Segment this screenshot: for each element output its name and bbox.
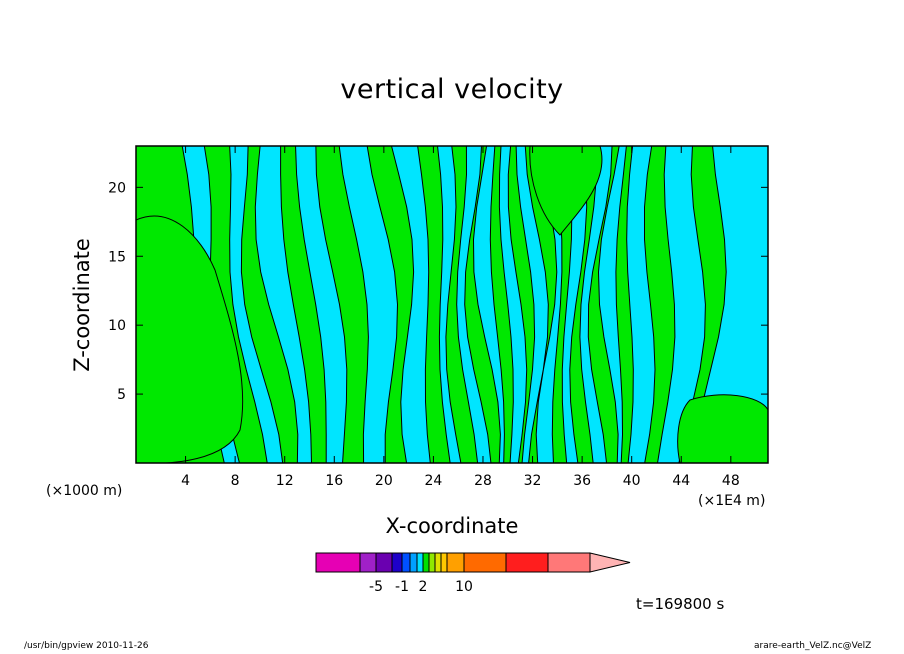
colorbar-segment <box>446 552 465 573</box>
upward-velocity-band <box>587 146 620 463</box>
chart-title: vertical velocity <box>340 74 564 105</box>
x-tick-label: 32 <box>524 473 542 489</box>
y-tick-label: 5 <box>117 387 126 403</box>
colorbar-segment <box>422 552 430 573</box>
x-tick-label: 8 <box>231 473 240 489</box>
time-label: t=169800 s <box>636 595 725 613</box>
colorbar-segment <box>375 552 393 573</box>
upward-velocity-band <box>489 146 514 463</box>
upward-velocity-band <box>524 146 558 463</box>
upward-velocity-patch <box>529 146 603 236</box>
upward-velocity-band <box>417 146 451 463</box>
footer-program-date: /usr/bin/gpview 2010-11-26 <box>24 641 149 651</box>
colorbar-segment <box>401 552 411 573</box>
colorbar-label: 10 <box>455 579 473 595</box>
y-tick-label: 10 <box>108 318 126 334</box>
upward-velocity-band <box>507 146 536 463</box>
x-tick-label: 28 <box>474 473 492 489</box>
colorbar-label: 2 <box>419 579 428 595</box>
colorbar-segment <box>440 552 448 573</box>
x-axis: 4 8 12 16 20 24 28 32 36 40 44 48 <box>181 146 740 489</box>
colorbar-segment <box>409 552 418 573</box>
colorbar-label: -1 <box>395 579 409 595</box>
upward-velocity-band <box>615 146 634 463</box>
x-tick-label: 36 <box>573 473 591 489</box>
x-tick-label: 44 <box>672 473 690 489</box>
x-tick-label: 24 <box>424 473 442 489</box>
colorbar-segment <box>359 552 377 573</box>
x-axis-label: X-coordinate <box>385 514 519 538</box>
x-tick-label: 16 <box>325 473 343 489</box>
upward-velocity-band <box>366 146 415 463</box>
x-tick-label: 4 <box>181 473 190 489</box>
colorbar-segment <box>315 552 361 573</box>
upward-velocity-band <box>569 146 598 463</box>
upward-velocity-band <box>445 146 479 463</box>
colorbar-segment <box>416 552 424 573</box>
x-tick-label: 12 <box>276 473 294 489</box>
colorbar-label: -5 <box>369 579 383 595</box>
upward-velocity-band <box>678 146 727 463</box>
x-tick-label: 40 <box>623 473 641 489</box>
colorbar-segment <box>434 552 442 573</box>
x-tick-label: 48 <box>722 473 740 489</box>
colorbar-segment <box>505 552 549 573</box>
x-unit-right: (×1E4 m) <box>698 493 766 509</box>
upward-velocity-band <box>240 146 299 463</box>
x-tick-label: 20 <box>375 473 393 489</box>
upward-velocity-band <box>644 146 676 463</box>
upward-velocity-patch <box>136 215 244 463</box>
y-tick-label: 15 <box>108 249 126 265</box>
y-axis: 5 10 15 20 <box>108 180 768 403</box>
colorbar: -5 -1 2 10 <box>315 552 631 595</box>
y-axis-label: Z-coordinate <box>70 238 94 372</box>
colorbar-segment <box>428 552 436 573</box>
footer-file-variable: arare-earth_VelZ.nc@VelZ <box>754 641 872 651</box>
x-unit-left: (×1000 m) <box>46 483 123 499</box>
y-tick-label: 20 <box>108 180 126 196</box>
plot-frame <box>135 145 769 464</box>
plot-field <box>136 146 768 463</box>
upward-velocity-patch <box>677 394 768 463</box>
upward-velocity-band <box>464 146 501 463</box>
colorbar-arrow <box>589 552 631 573</box>
positive-velocity-patches <box>136 146 768 463</box>
upward-velocity-band <box>280 146 327 463</box>
colorbar-segment <box>391 552 403 573</box>
colorbar-segment <box>463 552 507 573</box>
upward-velocity-band <box>315 146 369 463</box>
colorbar-segment <box>547 552 591 573</box>
